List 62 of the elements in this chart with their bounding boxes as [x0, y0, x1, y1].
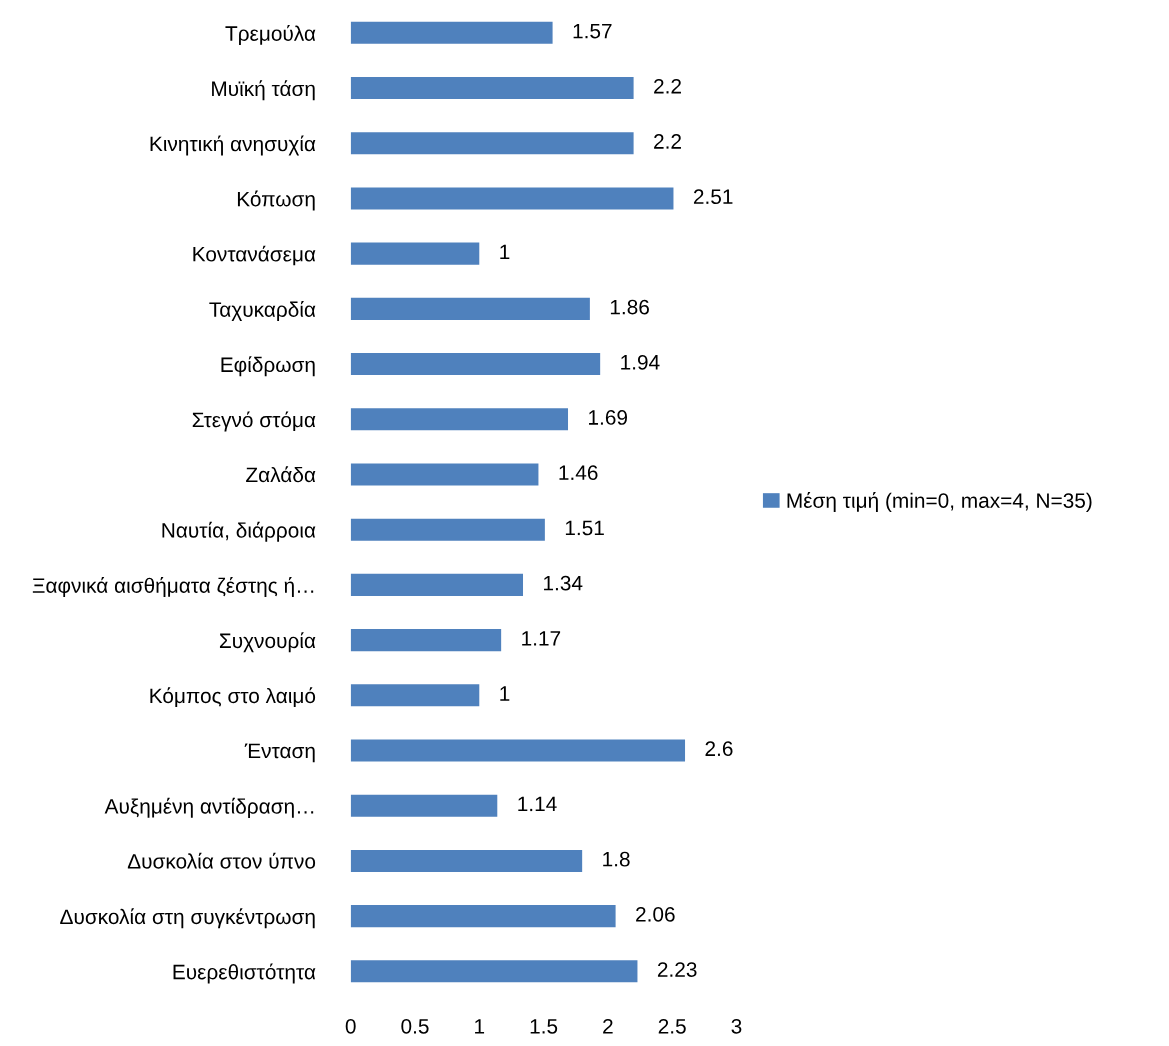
bar	[350, 849, 583, 872]
bar	[350, 187, 674, 210]
y-tick-label: Κόμπος στο λαιμό	[150, 687, 316, 707]
bar	[350, 132, 634, 155]
y-tick-label: Συχνουρία	[219, 632, 316, 653]
data-label: 1.46	[559, 465, 598, 481]
y-tick-label: Ευερεθιστότητα	[173, 963, 316, 984]
bar	[350, 573, 524, 596]
bar	[350, 794, 498, 817]
data-label: 2.23	[657, 962, 697, 977]
bar	[350, 353, 601, 376]
y-tick-label: Τρεμούλα	[225, 24, 316, 45]
y-tick-label: Δυσκολία στον ύπνο	[127, 852, 316, 869]
bar	[350, 242, 480, 265]
bar	[350, 77, 634, 100]
data-label: 2.6	[705, 741, 733, 757]
legend-label: Μέση τιμή (min=0, max=4, N=35)	[787, 492, 1092, 513]
data-label: 1.51	[565, 520, 604, 536]
x-tick-label: 3	[731, 1018, 742, 1034]
data-label: 1.17	[522, 631, 561, 646]
data-label: 1.57	[573, 23, 612, 39]
bar	[350, 21, 553, 44]
y-tick-label: Αυξημένη αντίδραση…	[104, 797, 314, 818]
bar	[350, 960, 638, 983]
y-tick-label: Κοντανάσεμα	[193, 245, 316, 266]
data-label: 1.34	[544, 575, 583, 591]
x-tick-label: 1.5	[530, 1019, 558, 1034]
data-label: 2.2	[654, 78, 681, 94]
bar	[350, 297, 590, 320]
data-label: 1.69	[589, 410, 628, 425]
y-tick-label: Εφίδρωση	[221, 356, 315, 377]
y-tick-label: Ξαφνικά αισθήματα ζέστης ή…	[32, 577, 314, 598]
bar	[350, 518, 545, 541]
bar	[350, 463, 539, 486]
y-tick-label: Ζαλάδα	[246, 466, 316, 483]
y-tick-label: Κινητική ανησυχία	[150, 135, 316, 156]
x-tick-label: 0.5	[401, 1018, 429, 1034]
y-tick-label: Ένταση	[244, 743, 315, 763]
x-tick-label: 1	[475, 1019, 485, 1034]
data-label: 2.06	[636, 906, 675, 922]
y-tick-label: Μυϊκή τάση	[212, 80, 315, 101]
data-label: 1.8	[603, 851, 630, 867]
x-tick-label: 0	[345, 1018, 356, 1034]
x-tick-label: 2.5	[658, 1018, 686, 1034]
data-label: 1	[500, 686, 510, 701]
x-tick-label: 2	[603, 1018, 613, 1034]
bar	[350, 684, 480, 707]
y-tick-label: Ναυτία, διάρροια	[162, 521, 316, 542]
data-label: 2.51	[693, 189, 733, 205]
y-tick-label: Δυσκολία στη συγκέντρωση	[60, 908, 315, 929]
y-tick-label: Κόπωση	[237, 190, 315, 211]
data-label: 1.86	[610, 299, 649, 315]
bar	[350, 629, 502, 652]
data-label: 1.94	[621, 354, 660, 370]
y-tick-label: Ταχυκαρδία	[209, 301, 316, 322]
data-label: 2.2	[654, 134, 681, 149]
bar	[350, 408, 569, 431]
bar	[350, 739, 686, 762]
bar	[350, 905, 616, 928]
data-label: 1.14	[518, 796, 557, 812]
y-tick-label: Στεγνό στόμα	[192, 411, 316, 432]
data-label: 1	[500, 244, 510, 260]
